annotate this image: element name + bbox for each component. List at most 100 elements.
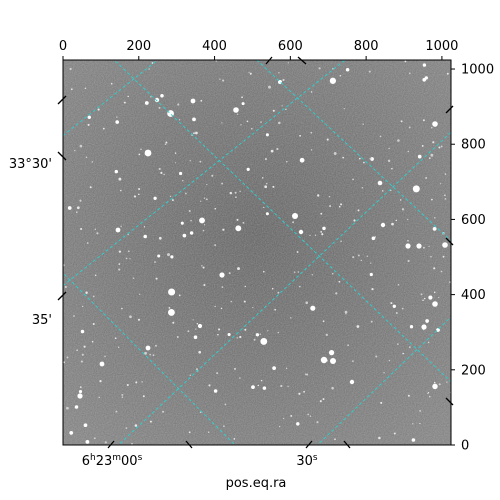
star <box>64 285 67 289</box>
star <box>203 283 206 287</box>
star <box>335 292 338 295</box>
star <box>168 307 171 309</box>
star <box>158 236 162 240</box>
star <box>306 373 309 376</box>
star <box>378 436 381 440</box>
star <box>85 156 88 159</box>
star <box>195 131 198 135</box>
star <box>171 199 174 202</box>
star <box>332 67 334 70</box>
star <box>296 422 300 426</box>
star <box>162 410 165 413</box>
grid-line <box>117 131 451 445</box>
star <box>193 132 195 135</box>
star <box>199 217 205 224</box>
star <box>167 308 175 316</box>
star <box>69 67 72 71</box>
star <box>222 228 225 231</box>
star <box>402 352 405 355</box>
right-tick-label: 400 <box>461 288 486 303</box>
x-axis-label: pos.eq.ra <box>226 476 287 491</box>
bottom-tick-seconds: 00 <box>121 454 138 469</box>
star <box>442 255 445 258</box>
star <box>322 320 325 323</box>
star <box>438 383 441 386</box>
star <box>82 305 84 307</box>
star <box>248 71 250 74</box>
bright-star <box>298 229 304 235</box>
star <box>203 197 206 199</box>
star <box>149 420 152 423</box>
star <box>92 322 95 326</box>
star <box>374 236 376 238</box>
bright-star <box>190 98 196 104</box>
star <box>135 381 138 384</box>
star <box>89 186 92 189</box>
star <box>202 266 205 269</box>
star <box>182 180 184 182</box>
star <box>236 113 239 115</box>
star <box>246 167 250 171</box>
star <box>395 311 398 315</box>
star <box>188 431 191 434</box>
star <box>412 185 420 193</box>
star <box>328 195 331 198</box>
top-tick-label: 1000 <box>425 39 458 54</box>
star <box>165 141 168 144</box>
star <box>286 161 288 163</box>
star <box>192 117 196 122</box>
star <box>219 78 221 80</box>
star <box>178 294 181 297</box>
right-tick-label: 1000 <box>461 63 494 78</box>
star <box>352 256 355 259</box>
star <box>121 393 124 396</box>
world-tick-mark <box>265 56 273 65</box>
star <box>154 261 156 263</box>
star <box>333 152 337 155</box>
star <box>427 392 429 395</box>
star <box>265 182 268 185</box>
left-tick-label-2: 35' <box>32 313 52 328</box>
star <box>310 149 313 151</box>
star <box>411 438 416 442</box>
star <box>305 301 308 304</box>
bright-star <box>233 107 239 113</box>
star <box>92 295 95 298</box>
star <box>196 322 199 325</box>
star <box>70 88 73 91</box>
world-tick-mark <box>445 105 454 114</box>
star <box>176 336 179 338</box>
bottom-tick-label-1: 6h23m00s <box>82 453 143 469</box>
star <box>233 438 236 440</box>
star <box>375 355 378 358</box>
world-tick-mark <box>305 440 313 449</box>
star <box>425 319 429 323</box>
star <box>158 167 161 171</box>
star <box>272 185 275 188</box>
star <box>118 268 121 271</box>
star <box>142 395 145 398</box>
star <box>425 177 427 179</box>
star <box>379 135 382 138</box>
star <box>422 299 424 302</box>
star <box>316 421 319 424</box>
star <box>150 96 152 98</box>
star <box>76 211 78 213</box>
world-tick-mark <box>445 397 454 406</box>
plot-frame <box>62 59 452 446</box>
star <box>392 304 396 308</box>
star <box>85 291 88 295</box>
star <box>213 389 218 393</box>
star <box>110 82 113 85</box>
top-tick-label: 800 <box>354 39 379 54</box>
star <box>282 78 285 82</box>
star <box>199 411 202 414</box>
star <box>344 310 348 314</box>
star <box>250 127 253 130</box>
star <box>99 379 102 383</box>
world-tick-mark <box>57 95 67 105</box>
star <box>118 346 120 348</box>
star <box>188 209 191 213</box>
star <box>352 178 354 181</box>
star <box>116 116 118 118</box>
